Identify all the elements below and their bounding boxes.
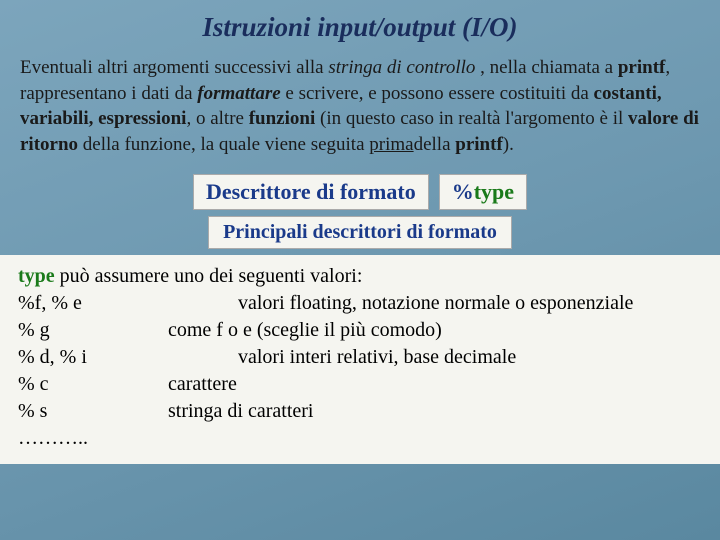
text: , o altre xyxy=(186,108,248,129)
def-val: valori interi relativi, base decimale xyxy=(168,344,702,371)
def-row: % c carattere xyxy=(18,371,702,398)
text: della xyxy=(414,134,456,155)
type-keyword: type xyxy=(18,265,55,287)
def-row: % d, % i valori interi relativi, base de… xyxy=(18,344,702,371)
text-italic: stringa di controllo xyxy=(328,57,475,78)
definitions-panel: type può assumere uno dei seguenti valor… xyxy=(0,255,720,464)
format-descriptor-row: Descrittore di formato %type xyxy=(0,174,720,210)
def-key: % g xyxy=(18,317,168,344)
def-key: % s xyxy=(18,398,168,425)
text-italic-bold: formattare xyxy=(197,83,280,104)
text-bold: funzioni xyxy=(249,108,316,129)
def-row: %f, % e valori floating, notazione norma… xyxy=(18,290,702,317)
subheading-box: Principali descrittori di formato xyxy=(208,216,512,249)
text: può assumere uno dei seguenti valori: xyxy=(55,265,363,287)
def-key: %f, % e xyxy=(18,290,168,317)
main-paragraph: Eventuali altri argomenti successivi all… xyxy=(0,51,720,168)
def-key: ……….. xyxy=(18,425,168,452)
type-keyword: type xyxy=(474,179,514,204)
def-key: % c xyxy=(18,371,168,398)
text: Eventuali altri argomenti successivi all… xyxy=(20,57,328,78)
def-val: valori floating, notazione normale o esp… xyxy=(168,290,702,317)
text: ). xyxy=(503,134,514,155)
text: e scrivere, e possono essere costituiti … xyxy=(281,83,594,104)
text: (in questo caso in realtà l'argomento è … xyxy=(315,108,628,129)
text: , nella chiamata a xyxy=(475,57,617,78)
slide-title: Istruzioni input/output (I/O) xyxy=(0,0,720,51)
def-val: carattere xyxy=(168,371,702,398)
descriptor-type-box: %type xyxy=(439,174,527,210)
text-bold: printf xyxy=(455,134,503,155)
text-underline: prima xyxy=(369,134,413,155)
descriptor-label: Descrittore di formato xyxy=(206,179,416,204)
def-row: ……….. xyxy=(18,425,702,452)
percent-sign: % xyxy=(452,179,474,204)
def-val: come f o e (sceglie il più comodo) xyxy=(168,317,702,344)
text-bold: printf xyxy=(618,57,666,78)
definitions-intro: type può assumere uno dei seguenti valor… xyxy=(18,263,702,290)
def-row: % g come f o e (sceglie il più comodo) xyxy=(18,317,702,344)
def-val: stringa di caratteri xyxy=(168,398,702,425)
text: della funzione, la quale viene seguita xyxy=(78,134,369,155)
def-key: % d, % i xyxy=(18,344,168,371)
descriptor-label-box: Descrittore di formato xyxy=(193,174,429,210)
def-row: % s stringa di caratteri xyxy=(18,398,702,425)
